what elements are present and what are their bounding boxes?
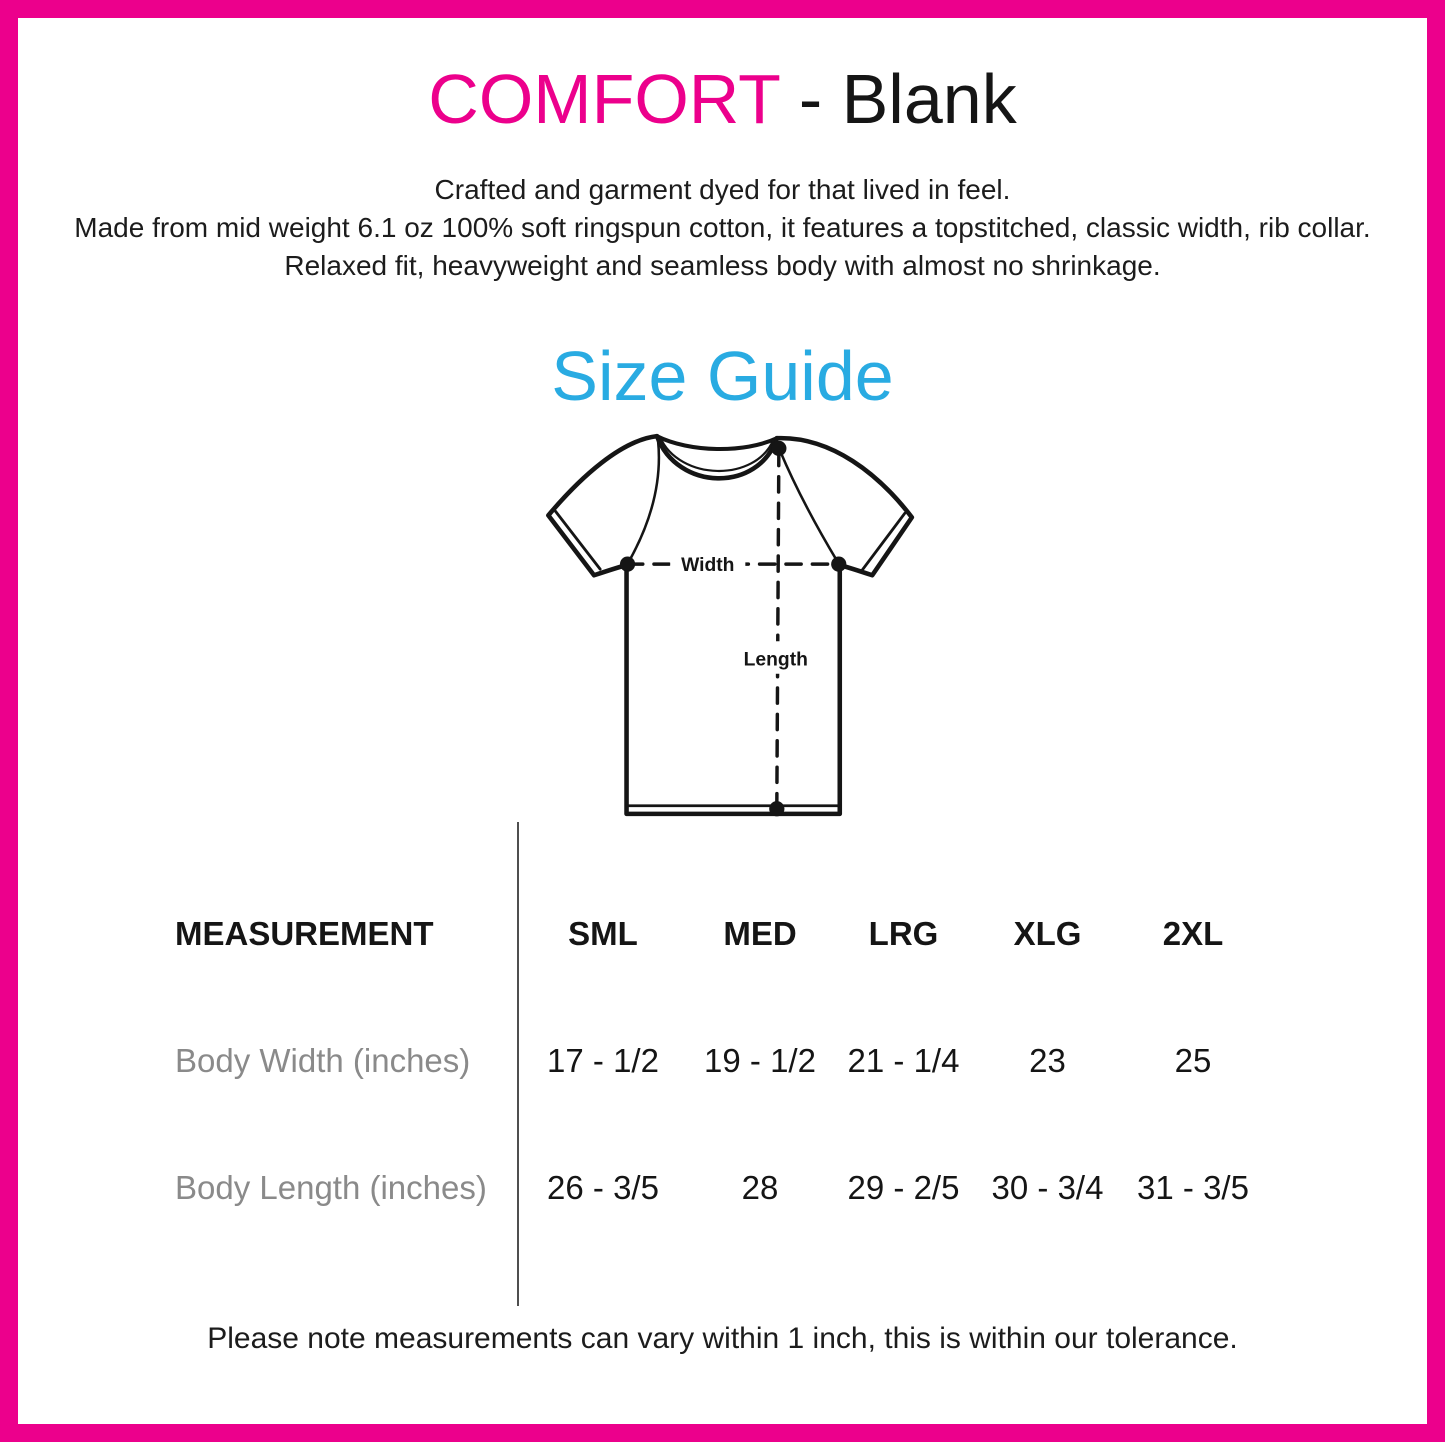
body-length-sml: 26 - 3/5 [547, 1168, 659, 1206]
length-measure-line [774, 448, 781, 809]
table-divider-line [517, 822, 519, 1307]
title-suffix: - Blank [798, 60, 1017, 138]
collar-stitch-line [658, 436, 775, 473]
left-armpit-measure-dot [619, 556, 635, 572]
row-label-body-length: Body Length (inches) [175, 1168, 487, 1206]
description-line-2: Made from mid weight 6.1 oz 100% soft ri… [74, 211, 1371, 243]
column-header-med: MED [723, 914, 797, 952]
product-description: Crafted and garment dyed for that lived … [18, 171, 1427, 285]
width-label: Width [681, 555, 734, 576]
tshirt-diagram: Width Length [18, 426, 1427, 822]
column-header-2xl: 2XL [1162, 914, 1224, 952]
column-header-measurement: MEASUREMENT [175, 914, 434, 952]
body-width-med: 19 - 1/2 [704, 1041, 816, 1079]
size-table: MEASUREMENT SML MED LRG XLG 2XL Body Wid… [18, 822, 1427, 1307]
right-armpit-measure-dot [830, 556, 846, 572]
column-header-lrg: LRG [868, 914, 939, 952]
tshirt-outline-drawing: Width Length [545, 434, 914, 817]
body-width-2xl: 25 [1174, 1041, 1212, 1079]
column-header-xlg: XLG [1013, 914, 1082, 952]
body-length-xlg: 30 - 3/4 [991, 1168, 1104, 1206]
left-armhole-seam [626, 439, 660, 564]
row-label-body-width: Body Width (inches) [175, 1041, 471, 1079]
length-label-backdrop [738, 641, 814, 674]
right-armhole-seam [778, 449, 839, 564]
page-title: COMFORT - Blank [18, 60, 1427, 138]
hem-measure-dot [768, 801, 784, 817]
right-cuff-stitch [860, 512, 906, 572]
body-length-med: 28 [741, 1168, 779, 1206]
collar-outer-line [654, 434, 779, 481]
size-guide-heading: Size Guide [551, 336, 894, 415]
body-width-sml: 17 - 1/2 [547, 1041, 659, 1079]
description-line-3: Relaxed fit, heavyweight and seamless bo… [284, 249, 1161, 281]
length-label: Length [743, 650, 807, 671]
width-label-backdrop [669, 547, 745, 582]
collar-back-line [654, 434, 779, 452]
tshirt-body-outline [545, 434, 914, 817]
shoulder-measure-dot [770, 440, 786, 457]
brand-name: COMFORT [428, 60, 781, 138]
tolerance-note: Please note measurements can vary within… [207, 1322, 1238, 1356]
body-length-2xl: 31 - 3/5 [1137, 1168, 1249, 1206]
column-header-sml: SML [568, 914, 638, 952]
body-width-lrg: 21 - 1/4 [847, 1041, 960, 1079]
description-line-1: Crafted and garment dyed for that lived … [434, 173, 1011, 205]
body-width-xlg: 23 [1029, 1041, 1066, 1079]
body-length-lrg: 29 - 2/5 [847, 1168, 960, 1206]
left-cuff-stitch [553, 510, 602, 571]
